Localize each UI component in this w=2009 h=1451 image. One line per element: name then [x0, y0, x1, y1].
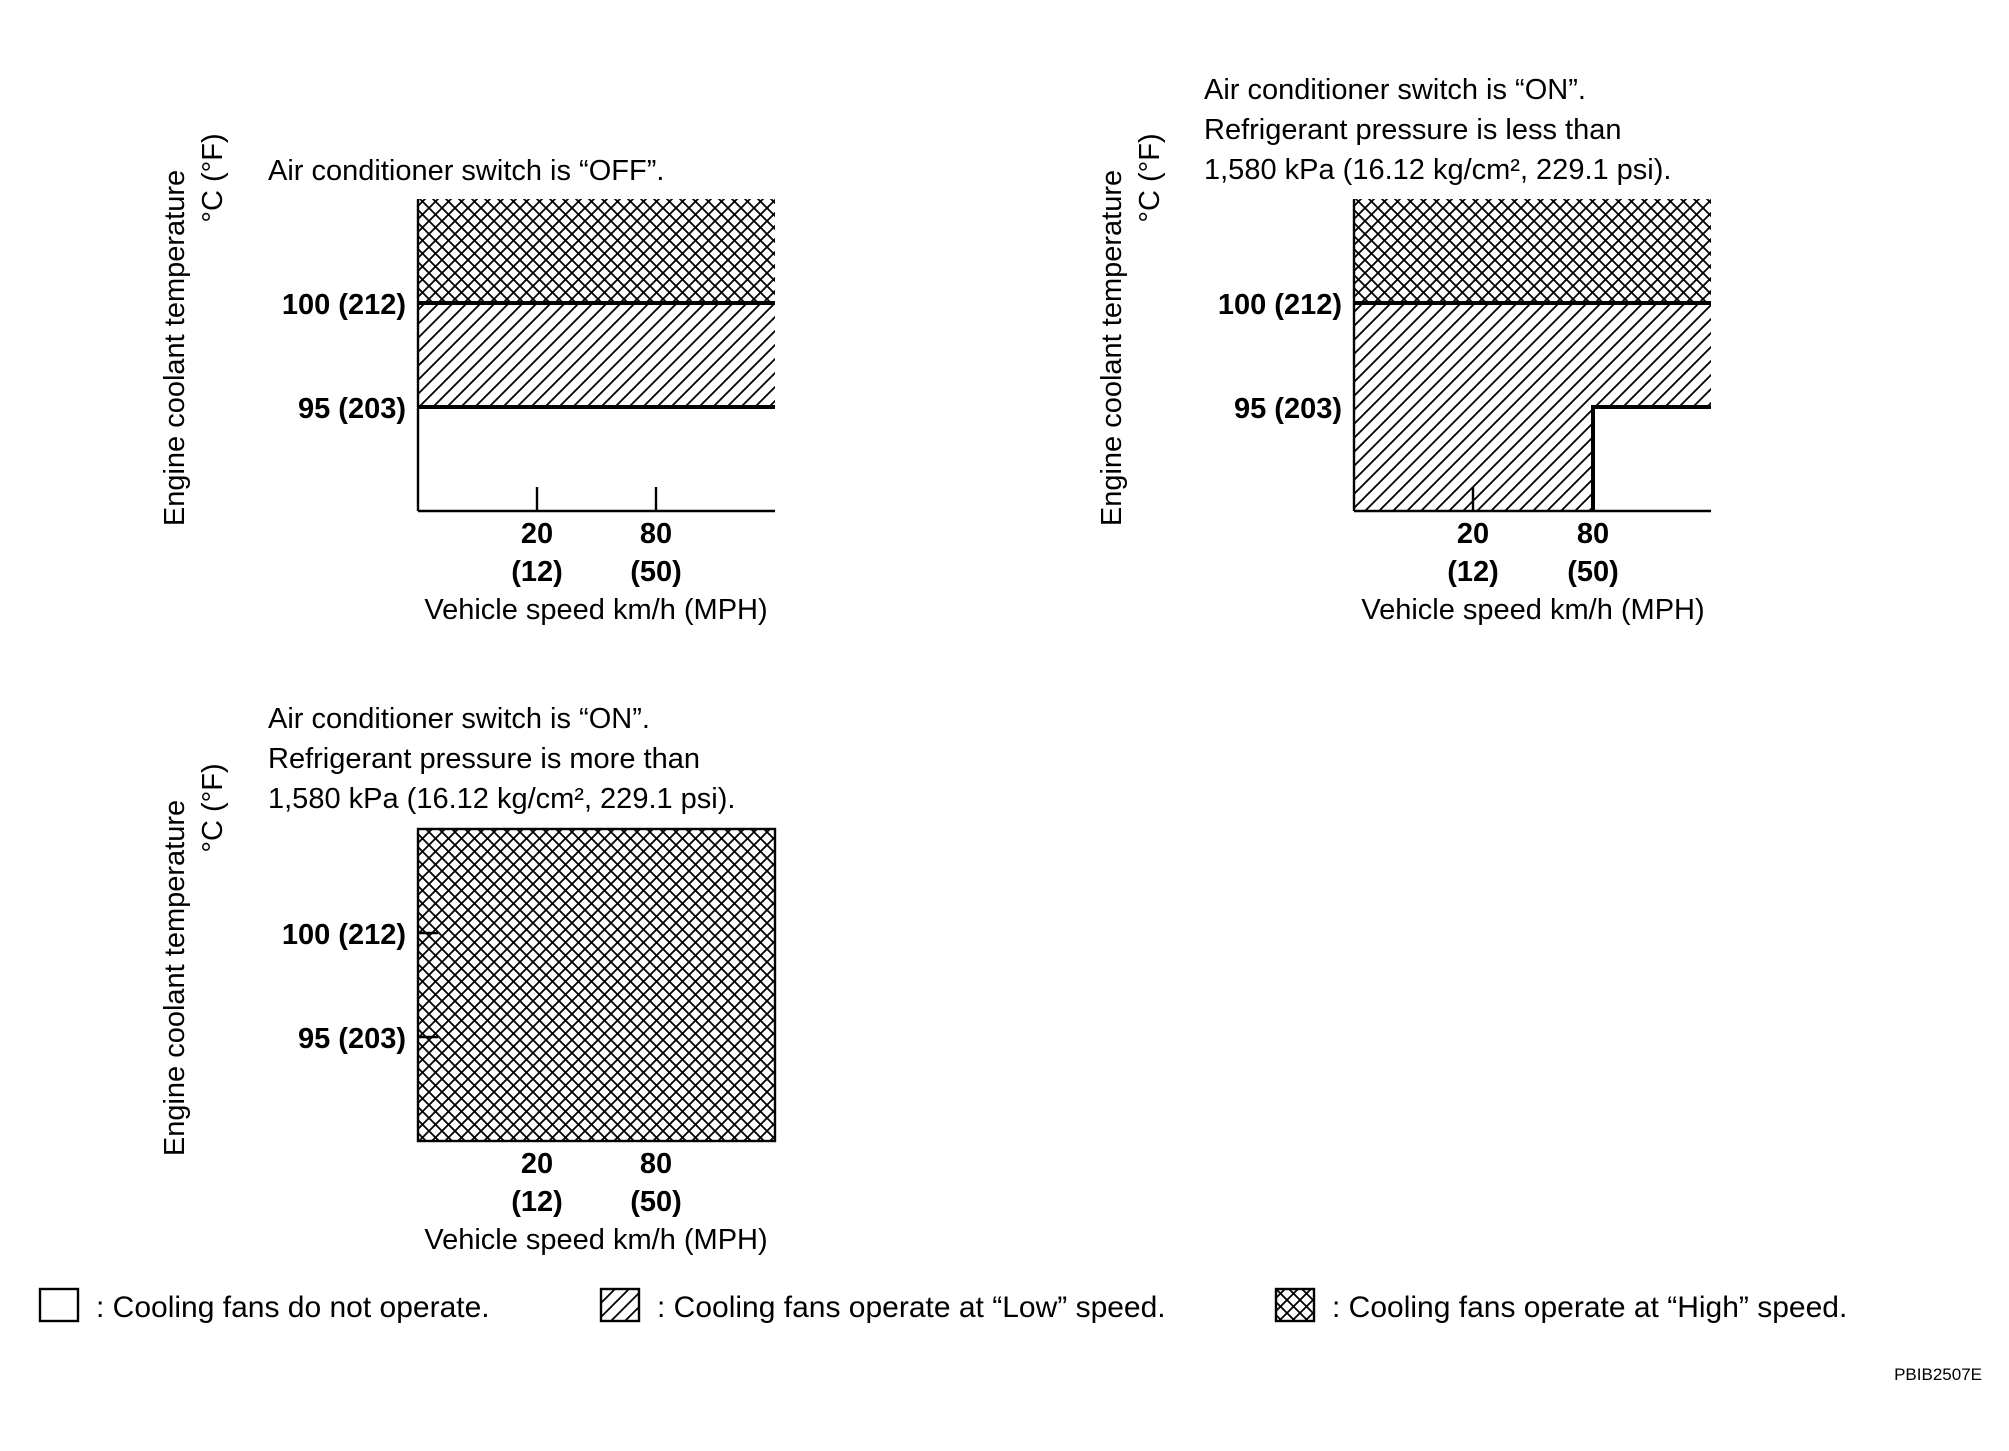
legend-label-off: : Cooling fans do not operate.	[96, 1291, 490, 1324]
x-tick-mph-12: (12)	[511, 1186, 563, 1218]
figure-code: PBIB2507E	[1894, 1365, 1982, 1384]
x-tick-mph-12: (12)	[511, 556, 563, 588]
y-axis-title: Engine coolant temperature	[159, 800, 191, 1156]
chart-caption-line-1: Air conditioner switch is “ON”.	[268, 703, 650, 735]
x-tick-mph-50: (50)	[630, 556, 682, 588]
chart-ac-off: Air conditioner switch is “OFF”. 100 (21…	[159, 133, 775, 626]
x-axis-title: Vehicle speed km/h (MPH)	[424, 1224, 767, 1256]
chart-frame	[416, 827, 777, 1143]
chart-caption-line-2: Refrigerant pressure is more than	[268, 743, 700, 775]
region-low-speed	[1354, 303, 1711, 511]
y-tick-label-95: 95 (203)	[1234, 393, 1342, 425]
y-tick-label-95: 95 (203)	[298, 1023, 406, 1055]
legend-swatch-high	[1274, 1287, 1316, 1323]
x-tick-label-80: 80	[1577, 518, 1609, 550]
chart-caption: Air conditioner switch is “OFF”.	[268, 155, 664, 187]
y-axis-unit: °C (°F)	[1134, 133, 1166, 222]
y-axis-title: Engine coolant temperature	[159, 170, 191, 526]
chart-caption-line-1: Air conditioner switch is “ON”.	[1204, 74, 1586, 106]
legend-swatch-off	[38, 1287, 80, 1323]
x-tick-label-20: 20	[521, 518, 553, 550]
chart-caption-line-3: 1,580 kPa (16.12 kg/cm², 229.1 psi).	[268, 783, 735, 815]
line-95c-step	[1591, 405, 1711, 511]
region-high-speed	[418, 199, 775, 303]
legend-swatch-low	[599, 1287, 641, 1323]
x-tick-label-80: 80	[640, 518, 672, 550]
chart-caption-line-2: Refrigerant pressure is less than	[1204, 114, 1621, 146]
x-tick-mph-12: (12)	[1447, 556, 1499, 588]
y-axis-title: Engine coolant temperature	[1096, 170, 1128, 526]
x-axis-title: Vehicle speed km/h (MPH)	[424, 594, 767, 626]
x-tick-label-80: 80	[640, 1148, 672, 1180]
chart-ac-on-high-pressure: Air conditioner switch is “ON”. Refriger…	[159, 703, 777, 1256]
x-tick-mph-50: (50)	[1567, 556, 1619, 588]
x-tick-label-20: 20	[521, 1148, 553, 1180]
region-high-speed	[418, 829, 775, 1141]
y-axis-unit: °C (°F)	[197, 763, 229, 852]
y-tick-label-100: 100 (212)	[1218, 289, 1342, 321]
x-tick-label-20: 20	[1457, 518, 1489, 550]
y-tick-label-100: 100 (212)	[282, 289, 406, 321]
x-tick-mph-50: (50)	[630, 1186, 682, 1218]
region-high-speed	[1354, 199, 1711, 303]
x-axis-title: Vehicle speed km/h (MPH)	[1361, 594, 1704, 626]
legend-label-low: : Cooling fans operate at “Low” speed.	[657, 1291, 1166, 1324]
chart-ac-on-low-pressure: Air conditioner switch is “ON”. Refriger…	[1096, 74, 1711, 626]
chart-caption-line-3: 1,580 kPa (16.12 kg/cm², 229.1 psi).	[1204, 154, 1671, 186]
legend: : Cooling fans do not operate. : Cooling…	[38, 1287, 1847, 1324]
region-low-speed	[418, 303, 775, 407]
legend-label-high: : Cooling fans operate at “High” speed.	[1332, 1291, 1847, 1324]
y-tick-label-95: 95 (203)	[298, 393, 406, 425]
y-tick-label-100: 100 (212)	[282, 919, 406, 951]
y-axis-unit: °C (°F)	[197, 133, 229, 222]
